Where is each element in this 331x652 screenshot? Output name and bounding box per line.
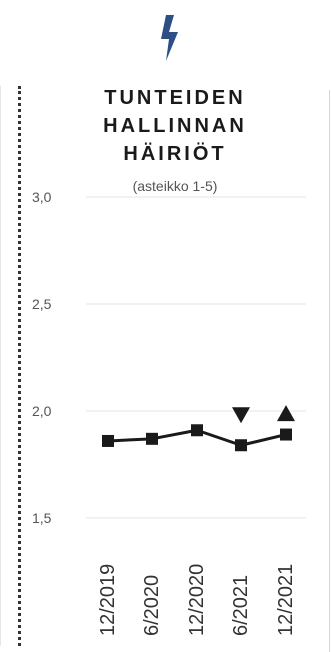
data-point [146, 432, 158, 445]
x-tick-label: 12/2020 [186, 564, 208, 636]
y-tick-label: 1,5 [32, 510, 52, 526]
chart-title: TUNTEIDEN HALLINNAN HÄIRIÖT [70, 84, 280, 168]
dotted-separator [18, 86, 21, 646]
left-edge-line [0, 86, 1, 646]
x-tick-label: 12/2019 [97, 564, 119, 636]
triangle-up-marker [277, 405, 295, 422]
x-tick-label: 12/2021 [275, 564, 297, 636]
data-point [280, 428, 292, 441]
chart-title-line-2: HALLINNAN [103, 115, 247, 137]
x-tick-label: 6/2021 [230, 575, 252, 636]
y-tick-label: 2,0 [32, 403, 52, 419]
right-divider [329, 90, 330, 652]
data-point [235, 439, 247, 452]
data-point [102, 434, 114, 447]
x-tick-label: 6/2020 [141, 575, 163, 636]
chart-title-line-1: TUNTEIDEN [104, 87, 246, 109]
triangle-down-marker [232, 407, 250, 424]
y-tick-label: 3,0 [32, 189, 52, 205]
data-point [191, 424, 203, 437]
y-tick-label: 2,5 [32, 296, 52, 312]
lightning-bolt-icon [161, 15, 178, 61]
chart-title-line-3: HÄIRIÖT [123, 143, 227, 165]
chart-subtitle: (asteikko 1-5) [132, 178, 218, 194]
